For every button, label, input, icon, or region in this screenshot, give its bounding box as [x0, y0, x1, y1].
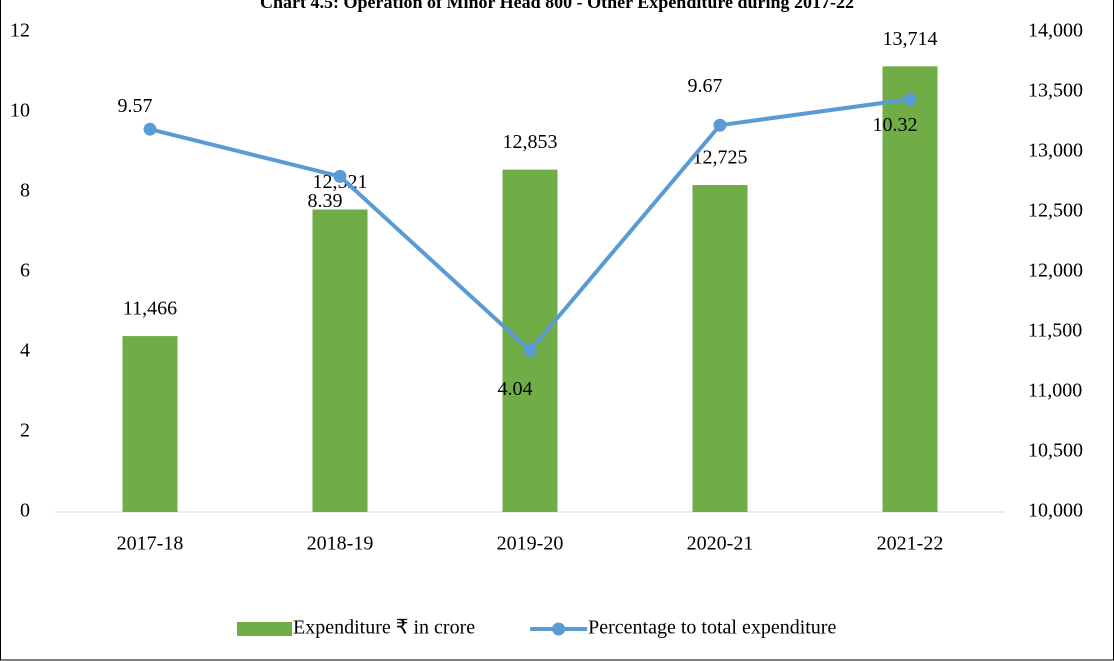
x-tick-label: 2021-22 [877, 533, 944, 555]
legend-swatch [237, 622, 292, 636]
line-value-label: 9.57 [118, 95, 153, 117]
y2-tick-label: 13,500 [1028, 80, 1083, 102]
y-tick-label: 8 [20, 180, 30, 202]
bar-value-label: 12,725 [693, 147, 748, 169]
y2-tick-label: 14,000 [1028, 20, 1083, 42]
y2-tick-label: 10,000 [1028, 500, 1083, 522]
line-point [333, 169, 347, 183]
y2-tick-label: 11,000 [1028, 380, 1082, 402]
line-point [143, 122, 157, 136]
y2-tick-label: 13,000 [1028, 140, 1083, 162]
line-point [713, 118, 727, 132]
x-tick-label: 2019-20 [497, 533, 564, 555]
y-tick-label: 12 [10, 20, 30, 42]
x-tick-label: 2017-18 [117, 533, 184, 555]
bar [502, 169, 558, 512]
y-tick-label: 0 [20, 500, 30, 522]
x-tick-label: 2020-21 [687, 533, 754, 555]
y2-tick-label: 10,500 [1028, 440, 1083, 462]
y2-tick-label: 12,000 [1028, 260, 1083, 282]
bar-value-label: 11,466 [123, 298, 177, 320]
legend-label: Expenditure ₹ in crore [293, 617, 475, 639]
x-tick-label: 2018-19 [307, 533, 374, 555]
legend-swatch-point [552, 622, 566, 636]
y2-tick-label: 11,500 [1028, 320, 1082, 342]
bar [692, 185, 748, 512]
bar [122, 336, 178, 512]
line-point [903, 92, 917, 106]
y-tick-label: 6 [20, 260, 30, 282]
line-value-label: 4.04 [498, 378, 533, 400]
bar-value-label: 13,714 [883, 28, 938, 50]
line-point [523, 343, 537, 357]
y-tick-label: 2 [20, 420, 30, 442]
line-value-label: 8.39 [308, 190, 343, 212]
bar [312, 209, 368, 513]
legend-label: Percentage to total expenditure [588, 617, 836, 639]
bar [882, 66, 938, 512]
line-value-label: 10.32 [873, 114, 918, 136]
y2-tick-label: 12,500 [1028, 200, 1083, 222]
y-tick-label: 10 [10, 100, 30, 122]
chart-title: Chart 4.5: Operation of Minor Head 800 -… [260, 0, 854, 12]
y-tick-label: 4 [20, 340, 30, 362]
bar-value-label: 12,853 [503, 131, 558, 153]
line-value-label: 9.67 [688, 75, 723, 97]
